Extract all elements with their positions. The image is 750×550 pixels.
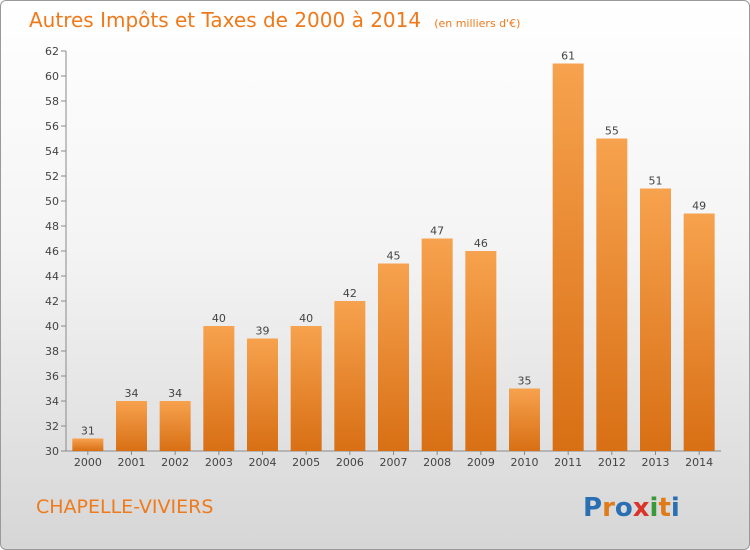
bar-2007 [378, 263, 409, 451]
x-tick-label-2007: 2007 [380, 456, 408, 469]
y-tick-label: 52 [45, 170, 59, 183]
bar-2002 [159, 401, 191, 451]
x-tick-label-2006: 2006 [336, 456, 364, 469]
data-label-2010: 35 [518, 375, 532, 388]
x-tick-label-2013: 2013 [642, 456, 670, 469]
x-tick-label-2004: 2004 [249, 456, 277, 469]
bar-2004 [247, 338, 278, 451]
bar-2001 [116, 401, 147, 451]
x-tick-label-2010: 2010 [511, 456, 539, 469]
y-tick-label: 32 [45, 420, 59, 433]
data-label-2005: 40 [299, 312, 313, 325]
data-label-2003: 40 [212, 312, 226, 325]
bar-2009 [465, 251, 497, 451]
y-tick-label: 58 [45, 95, 59, 108]
x-axis: 2000 2001 2002 2003 2004 2005 2006 2007 2008 2009… [66, 450, 721, 469]
bar-2010 [509, 388, 540, 451]
data-label-2013: 51 [649, 175, 663, 188]
y-tick-label: 44 [45, 270, 59, 283]
y-tick-label: 36 [45, 370, 59, 383]
x-tick-label-2014: 2014 [685, 456, 713, 469]
chart-title: Autres Impôts et Taxes de 2000 à 2014 [29, 8, 422, 32]
bar-2008 [421, 238, 453, 451]
chart-subtitle: (en milliers d'€) [434, 17, 521, 30]
x-tick-label-2005: 2005 [292, 456, 320, 469]
data-label-2000: 31 [81, 425, 95, 438]
x-tick-label-2000: 2000 [74, 456, 102, 469]
bars: 31 34 34 40 39 40 42 45 47 46 35 61 55 51 49 [72, 50, 715, 451]
x-tick-label-2009: 2009 [467, 456, 495, 469]
x-tick-label-2008: 2008 [423, 456, 451, 469]
y-tick-label: 48 [45, 220, 59, 233]
title-row: Autres Impôts et Taxes de 2000 à 2014 (e… [29, 8, 520, 32]
bar-2012 [596, 138, 628, 451]
data-label-2004: 39 [256, 325, 270, 338]
x-tick-label-2011: 2011 [554, 456, 582, 469]
data-label-2014: 49 [692, 200, 706, 213]
data-label-2009: 46 [474, 237, 488, 250]
y-tick-label: 34 [45, 395, 59, 408]
bar-2006 [334, 301, 366, 451]
y-tick-label: 38 [45, 345, 59, 358]
data-label-2007: 45 [387, 250, 401, 263]
y-tick-label: 56 [45, 120, 59, 133]
y-axis: 30 32 34 36 38 40 42 44 46 48 50 52 54 56 58 60 62 [45, 45, 67, 458]
data-label-2008: 47 [430, 225, 444, 238]
y-tick-label: 42 [45, 295, 59, 308]
data-label-2012: 55 [605, 125, 619, 138]
y-tick-label: 60 [45, 70, 59, 83]
x-tick-label-2002: 2002 [161, 456, 189, 469]
x-tick-label-2003: 2003 [205, 456, 233, 469]
bar-2011 [552, 63, 584, 451]
bar-2000 [72, 438, 104, 451]
data-label-2002: 34 [168, 387, 182, 400]
bar-2014 [683, 213, 715, 451]
x-tick-label-2001: 2001 [118, 456, 146, 469]
y-tick-label: 40 [45, 320, 59, 333]
y-tick-label: 50 [45, 195, 59, 208]
y-tick-label: 46 [45, 245, 59, 258]
bar-2013 [640, 188, 671, 451]
y-tick-label: 30 [45, 445, 59, 458]
commune-name: CHAPELLE-VIVIERS [36, 496, 214, 518]
y-tick-label: 62 [45, 45, 59, 58]
data-label-2001: 34 [125, 387, 139, 400]
x-tick-label-2012: 2012 [598, 456, 626, 469]
bar-2003 [203, 326, 235, 451]
data-label-2011: 61 [561, 50, 575, 63]
svg-text:Proxiti: Proxiti [583, 493, 680, 523]
y-tick-label: 54 [45, 145, 59, 158]
data-label-2006: 42 [343, 287, 357, 300]
proxiti-logo: Proxiti [583, 493, 680, 523]
bar-2005 [290, 326, 322, 451]
